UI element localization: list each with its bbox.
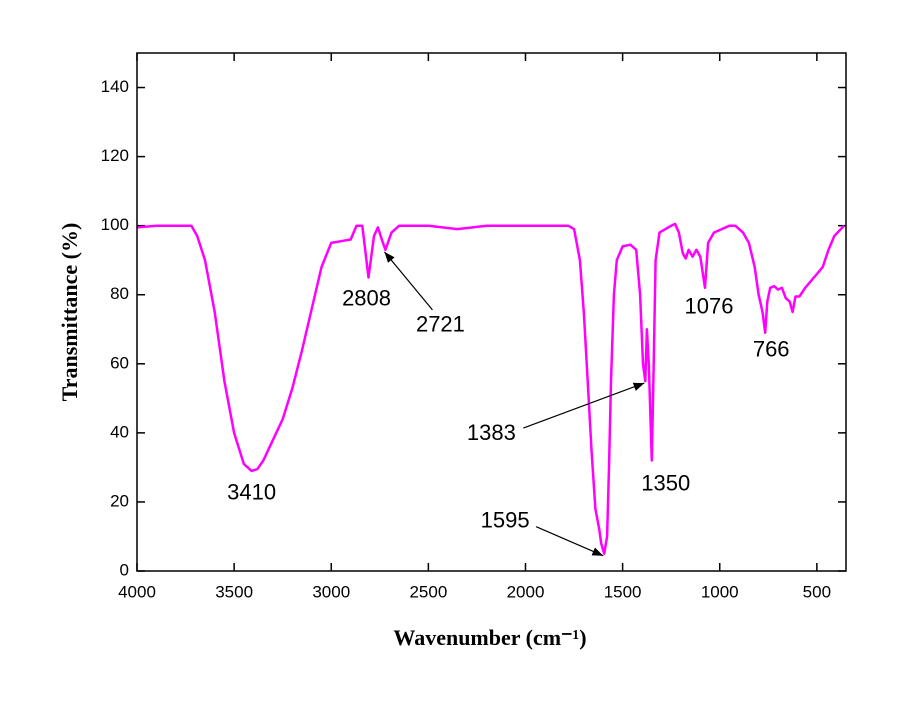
peak-label: 3410 (227, 480, 276, 505)
y-tick-label: 0 (120, 560, 129, 579)
x-tick-label: 3500 (215, 582, 253, 601)
peak-arrow (535, 526, 604, 557)
y-tick-label: 40 (110, 422, 129, 441)
y-axis-label: Transmittance (%) (57, 223, 82, 402)
y-tick-label: 100 (101, 215, 129, 234)
y-tick-label: 80 (110, 284, 129, 303)
peak-label: 2808 (342, 285, 391, 310)
peak-label: 1595 (481, 508, 530, 533)
x-tick-label: 4000 (118, 582, 156, 601)
peak-label: 766 (753, 337, 790, 362)
peak-label: 1350 (641, 470, 690, 495)
y-tick-label: 20 (110, 491, 129, 510)
y-tick-label: 140 (101, 77, 129, 96)
x-tick-label: 2000 (507, 582, 545, 601)
plot-frame (136, 52, 847, 572)
y-tick-label: 120 (101, 146, 129, 165)
peak-label: 2721 (416, 312, 465, 337)
x-axis-label: Wavenumber (cm⁻¹) (393, 625, 586, 650)
peak-label: 1383 (467, 420, 516, 445)
x-tick-label: 500 (803, 582, 831, 601)
y-tick-label: 60 (110, 353, 129, 372)
x-tick-label: 1000 (701, 582, 739, 601)
x-tick-label: 1500 (604, 582, 642, 601)
peak-arrow (383, 251, 433, 311)
spectrum-line (136, 222, 846, 555)
peak-label: 1076 (685, 294, 734, 319)
peak-arrow (523, 382, 645, 429)
x-tick-label: 2500 (409, 582, 447, 601)
x-tick-label: 3000 (312, 582, 350, 601)
